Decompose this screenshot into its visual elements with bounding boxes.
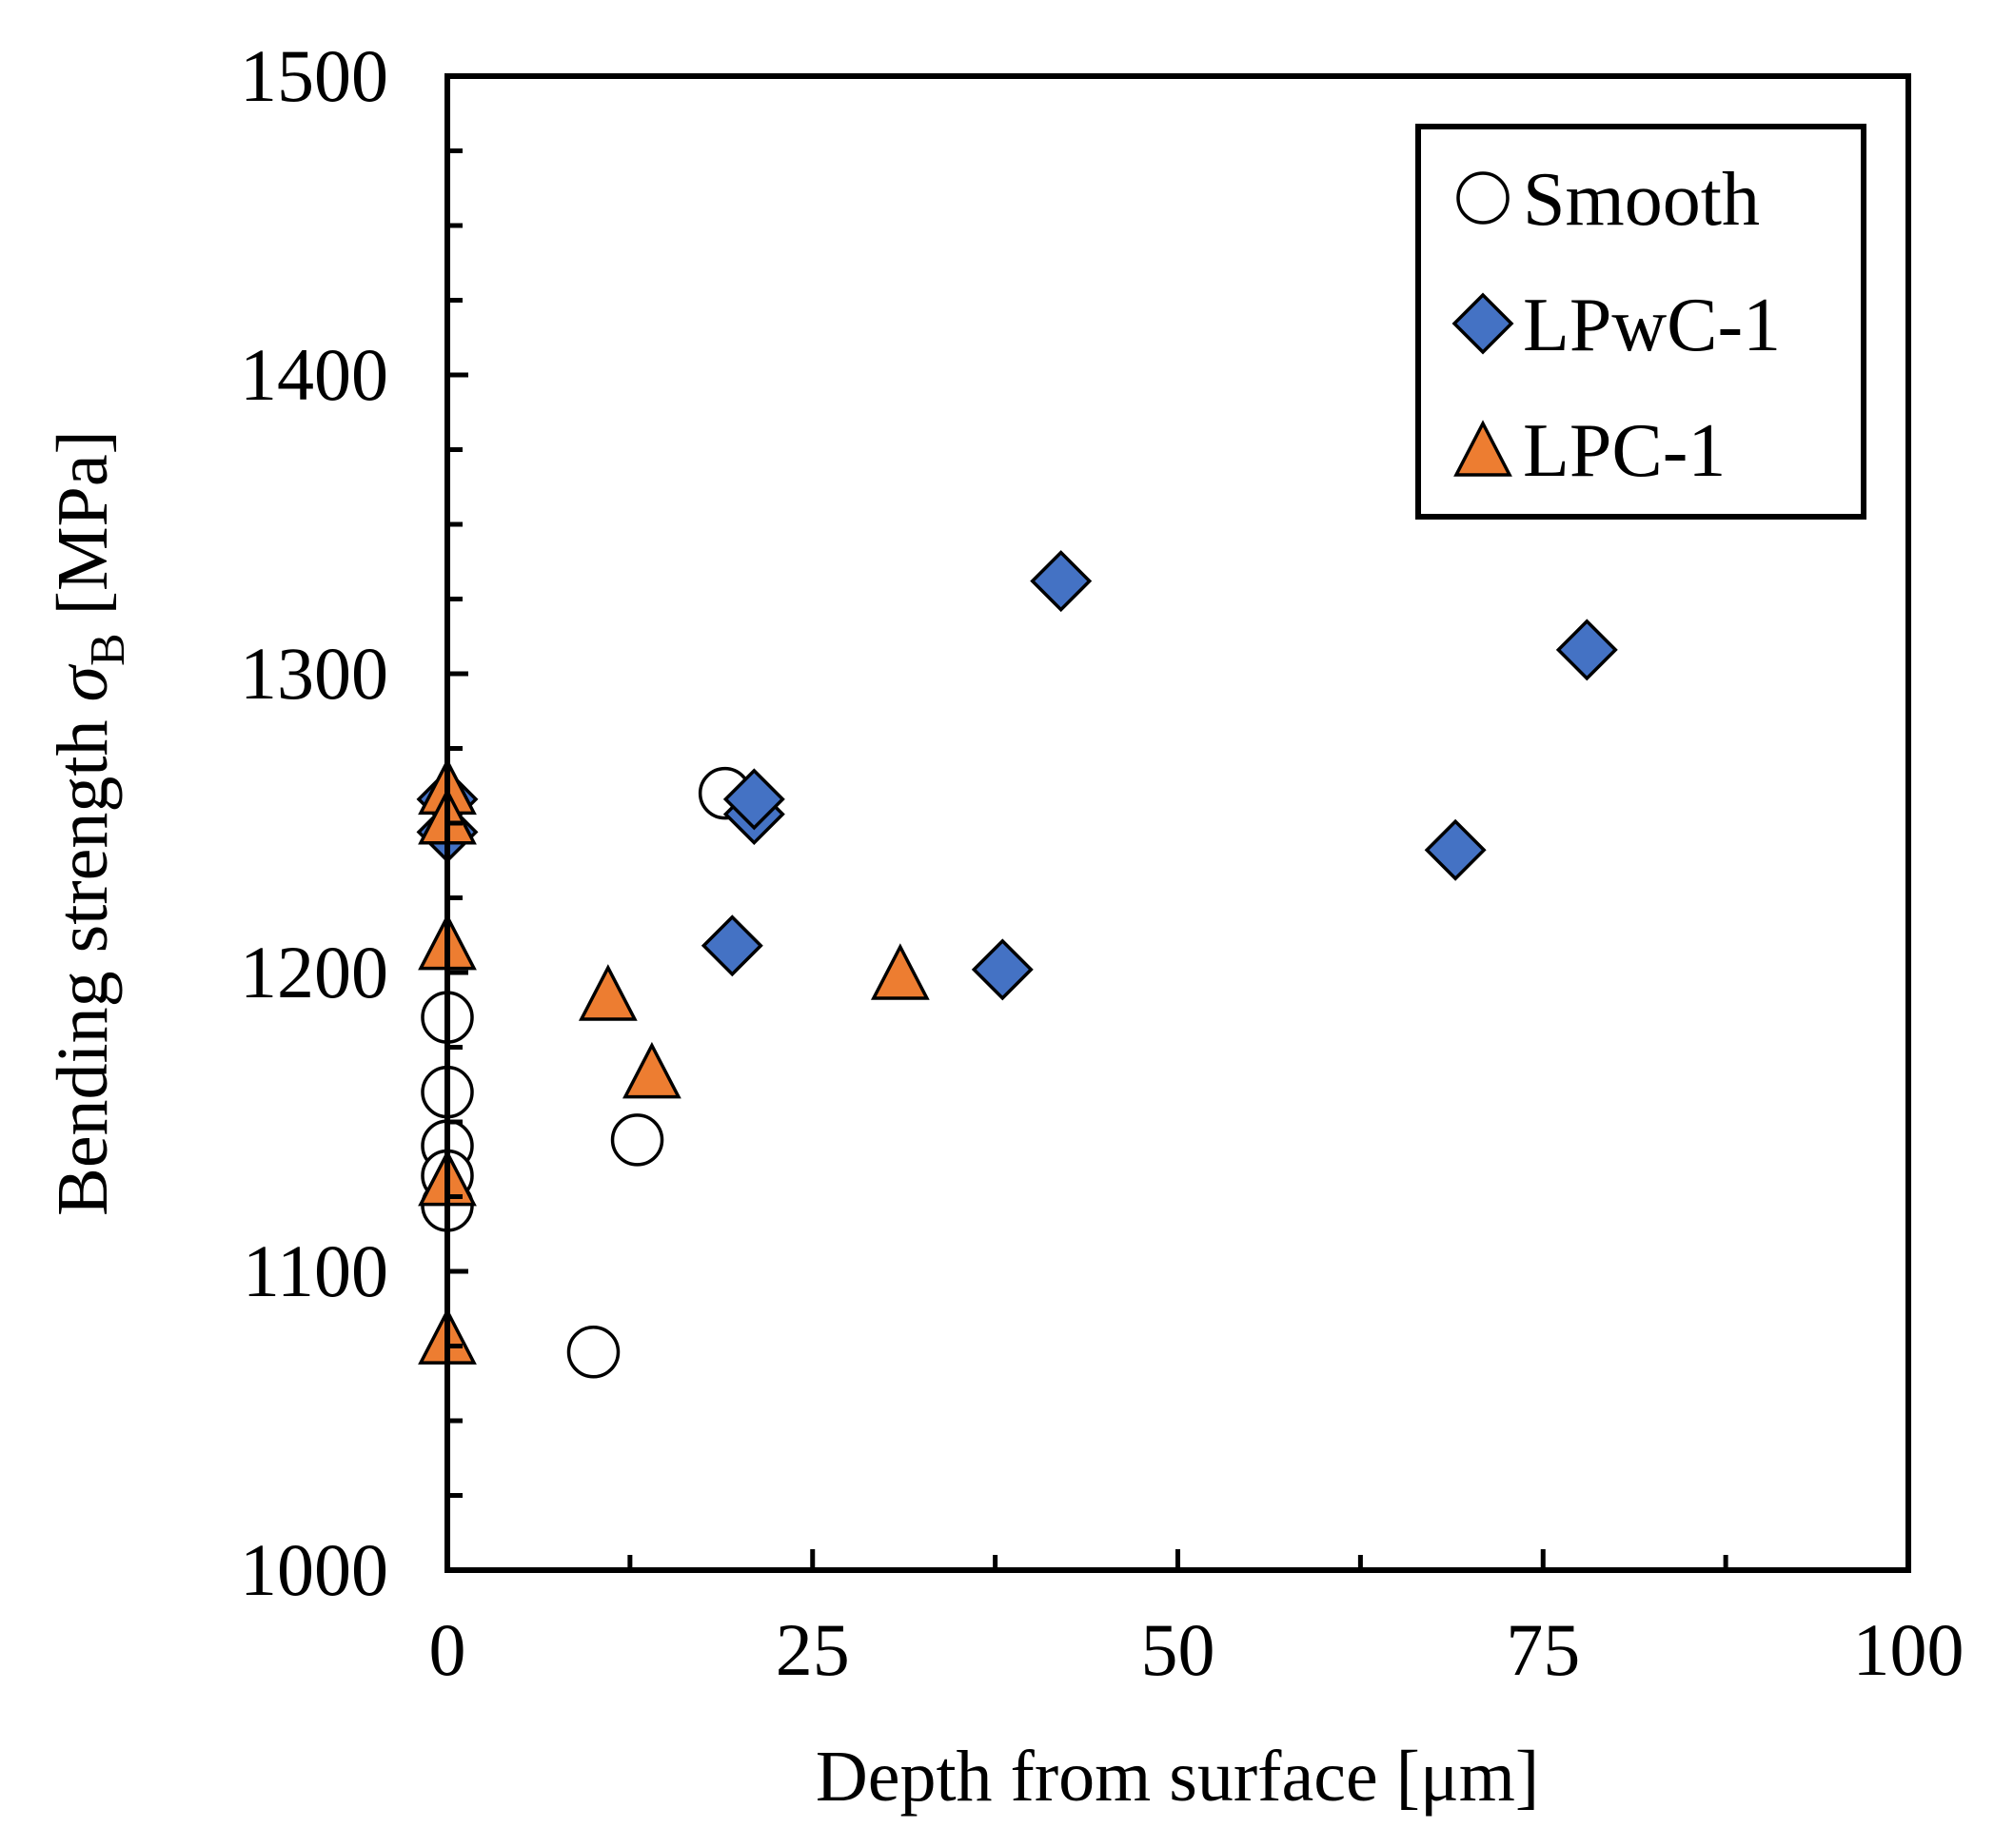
- y-axis-title-prefix: Bending strength: [43, 701, 123, 1215]
- lpwc-1-point: [1030, 550, 1093, 613]
- y-tick-label: 1500: [240, 34, 388, 117]
- series-lpwc-1: [416, 550, 1618, 1001]
- legend-smooth-label: Smooth: [1523, 158, 1760, 242]
- legend-smooth-marker: [1456, 171, 1510, 225]
- x-tick-label: 25: [776, 1608, 850, 1691]
- x-tick-label: 50: [1141, 1608, 1215, 1691]
- y-axis-title: Bending strength σB [MPa]: [43, 430, 135, 1216]
- y-tick-label: 1100: [243, 1229, 388, 1312]
- series-smooth: [421, 766, 752, 1379]
- y-tick-label: 1000: [240, 1528, 388, 1611]
- lpwc-1-point: [1424, 818, 1487, 881]
- lpc-1-point: [870, 943, 930, 1000]
- marks-layer: [416, 550, 1618, 1379]
- legend-entries: Smooth LPwC-1 LPC-1: [1451, 158, 1781, 493]
- legend-lpwc-1-label: LPwC-1: [1523, 284, 1781, 367]
- legend-lpc-1-marker: [1453, 420, 1512, 477]
- tick-labels-layer: 1000 1100 1200 1300 1400 1500 0 25 50 75 100: [240, 34, 1964, 1691]
- y-tick-label: 1300: [240, 632, 388, 715]
- legend-lpwc-1-marker: [1451, 292, 1514, 355]
- x-tick-label: 75: [1506, 1608, 1580, 1691]
- legend-item-lpc-1: LPC-1: [1453, 409, 1726, 493]
- legend-lpc-1-label: LPC-1: [1523, 409, 1726, 493]
- lpwc-1-point: [701, 914, 763, 977]
- x-tick-label: 100: [1853, 1608, 1964, 1691]
- lpc-1-point: [578, 964, 638, 1021]
- legend-item-lpwc-1: LPwC-1: [1451, 284, 1781, 367]
- y-axis-title-symbol: σ: [43, 663, 123, 701]
- y-tick-label: 1200: [240, 931, 388, 1013]
- ticks-layer: [444, 73, 1911, 1573]
- y-tick-label: 1400: [240, 333, 388, 416]
- y-axis-title-subscript: B: [81, 633, 135, 666]
- lpwc-1-point: [722, 768, 785, 831]
- series-lpc-1: [418, 757, 930, 1365]
- legend-item-smooth: Smooth: [1456, 158, 1760, 242]
- lpc-1-point: [622, 1041, 681, 1099]
- smooth-point: [566, 1326, 621, 1379]
- lpwc-1-point: [1555, 619, 1618, 681]
- x-axis-title: Depth from surface [μm]: [816, 1737, 1539, 1817]
- smooth-point: [610, 1113, 664, 1167]
- lpwc-1-point: [971, 938, 1034, 1001]
- x-tick-label: 0: [429, 1608, 466, 1691]
- legend: Smooth LPwC-1 LPC-1: [1415, 124, 1866, 520]
- y-axis-title-suffix: [MPa]: [43, 430, 123, 633]
